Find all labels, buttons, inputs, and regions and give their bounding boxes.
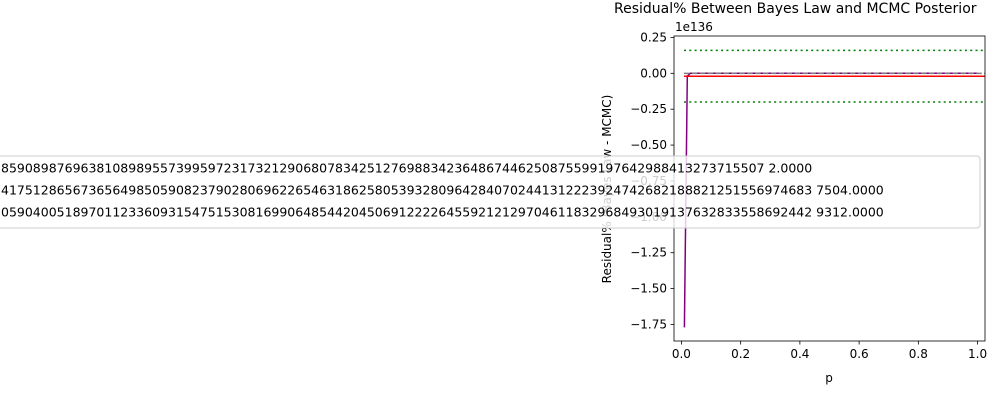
x-tick-label: 0.6	[850, 347, 869, 361]
x-axis: 0.0 0.2 0.4 0.6 0.8 1.0	[672, 341, 987, 361]
y-offset-text: 1e136	[675, 20, 713, 34]
legend-frame	[0, 155, 981, 229]
x-tick-label: 0.2	[731, 347, 750, 361]
y-tick-label: 0.25	[640, 30, 667, 44]
legend: 8590898769638108989557399597231732129068…	[0, 155, 981, 229]
legend-entry: 0590400518970112336093154751530816990648…	[1, 205, 884, 220]
chart-title: Residual% Between Bayes Law and MCMC Pos…	[614, 1, 977, 17]
y-tick-label: −1.75	[630, 317, 667, 331]
legend-entry: 8590898769638108989557399597231732129068…	[1, 161, 812, 176]
y-tick-label: −1.50	[630, 282, 667, 296]
plot-area	[673, 35, 986, 342]
x-axis-label: p	[825, 371, 833, 385]
x-tick-label: 0.0	[672, 347, 691, 361]
y-tick-label: −0.50	[630, 138, 667, 152]
x-tick-label: 0.4	[790, 347, 809, 361]
y-tick-label: 0.00	[640, 66, 667, 80]
y-tick-label: −0.25	[630, 102, 667, 116]
legend-entry: 4175128656736564985059082379028069622654…	[1, 183, 884, 198]
x-tick-label: 0.8	[909, 347, 928, 361]
x-tick-label: 1.0	[968, 347, 987, 361]
y-tick-label: −1.25	[630, 246, 667, 260]
